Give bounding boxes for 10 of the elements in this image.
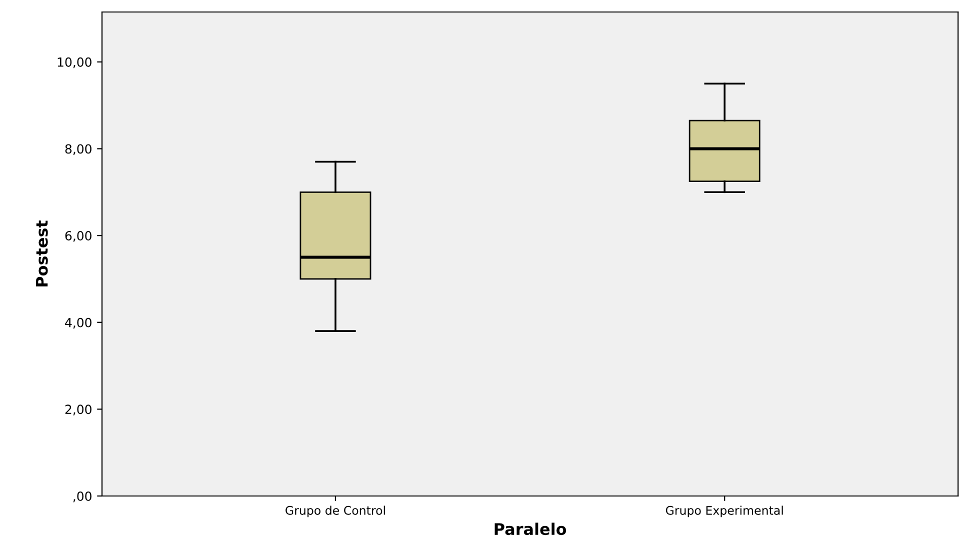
x-tick-label: Grupo Experimental xyxy=(666,506,783,518)
y-tick-label: 8,00 xyxy=(65,144,92,155)
y-tick-label: 6,00 xyxy=(65,231,92,242)
y-tick-label: 4,00 xyxy=(65,318,92,329)
x-tick-label: Grupo de Control xyxy=(286,506,385,518)
y-tick-label: ,00 xyxy=(73,491,92,502)
y-tick-label: 10,00 xyxy=(58,57,92,68)
x-axis-title: Paralelo xyxy=(494,522,566,536)
y-tick-label: 2,00 xyxy=(65,404,92,416)
y-axis-title: Postest xyxy=(36,220,48,286)
